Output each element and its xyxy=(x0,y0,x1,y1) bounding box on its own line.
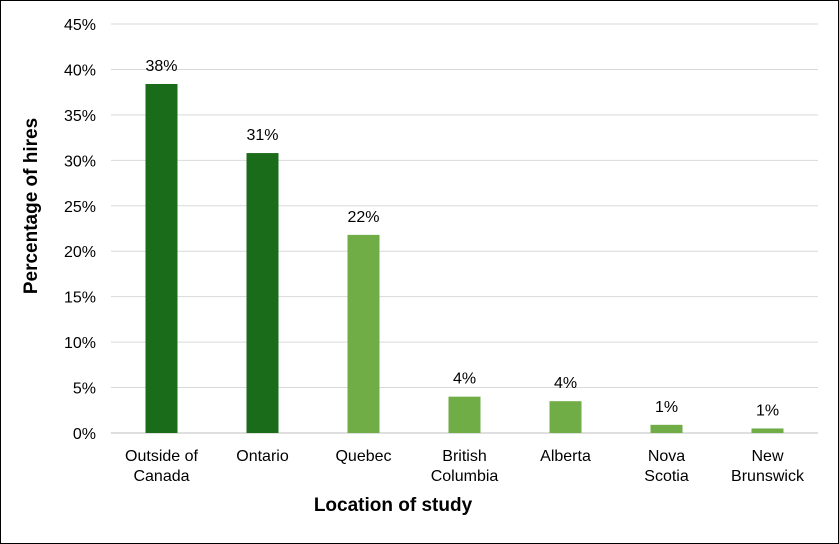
data-label: 22% xyxy=(347,209,379,226)
data-label: 1% xyxy=(756,402,779,419)
gridlines xyxy=(111,23,818,434)
x-tick-label: Ontario xyxy=(236,448,289,465)
y-tick-label: 40% xyxy=(64,62,96,79)
x-axis-title: Location of study xyxy=(314,495,473,516)
y-tick-label: 25% xyxy=(64,199,96,216)
y-axis-tick-labels: 0% 5% 10% 15% 20% 25% 30% 35% 40% 45% xyxy=(64,17,96,443)
bars xyxy=(145,83,784,433)
x-axis-tick-labels: Outside of Canada Ontario Quebec British Colu… xyxy=(125,448,805,485)
x-tick-label: Quebec xyxy=(335,448,391,465)
bar xyxy=(448,396,481,433)
bar xyxy=(549,401,582,433)
data-label: 4% xyxy=(453,371,476,388)
y-tick-label: 45% xyxy=(64,17,96,34)
bar xyxy=(145,83,178,433)
bar xyxy=(650,424,683,433)
y-tick-label: 30% xyxy=(64,153,96,170)
data-labels: 38% 31% 22% 4% 4% 1% 1% xyxy=(145,58,779,419)
y-tick-label: 10% xyxy=(64,335,96,352)
y-axis-title: Percentage of hires xyxy=(21,118,42,294)
y-tick-label: 0% xyxy=(73,426,96,443)
data-label: 38% xyxy=(145,58,177,75)
data-label: 31% xyxy=(246,127,278,144)
x-tick-label: New Brunswick xyxy=(731,448,805,485)
y-tick-label: 35% xyxy=(64,108,96,125)
bar xyxy=(246,153,279,433)
x-tick-label: Nova Scotia xyxy=(644,448,689,485)
y-tick-label: 20% xyxy=(64,244,96,261)
y-tick-label: 5% xyxy=(73,381,96,398)
x-tick-label: British Columbia xyxy=(431,448,499,485)
data-label: 1% xyxy=(655,399,678,416)
data-label: 4% xyxy=(554,375,577,392)
x-tick-label: Alberta xyxy=(540,448,591,465)
bar xyxy=(347,234,380,433)
x-tick-label: Outside of Canada xyxy=(125,448,198,485)
y-tick-label: 15% xyxy=(64,290,96,307)
bar xyxy=(751,428,784,433)
